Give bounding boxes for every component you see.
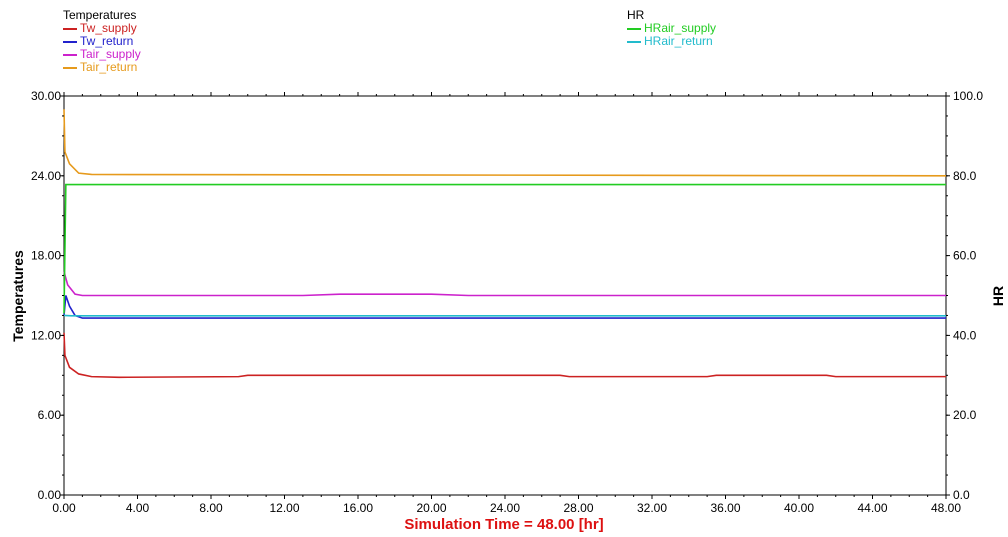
legend-temperatures: Temperatures Tw_supply Tw_return Tair_supp…: [63, 9, 141, 74]
left-tick-label: 30.00: [31, 89, 61, 103]
series-line-tair-supply: [63, 271, 946, 297]
x-tick-label: 0.00: [52, 501, 76, 515]
right-axis-title: HR: [990, 286, 1006, 306]
legend-swatch: [63, 40, 77, 43]
legend-entry: Tair_supply: [63, 48, 141, 61]
legend-entry: HRair_supply: [627, 22, 716, 35]
right-tick-label: 100.0: [953, 89, 983, 103]
legend-swatch: [63, 27, 77, 30]
right-axis: 0.0 20.0 40.0 60.0 80.0 100.0: [946, 89, 983, 502]
x-tick-label: 24.00: [490, 501, 520, 515]
x-tick-label: 32.00: [637, 501, 667, 515]
left-tick-label: 18.00: [31, 249, 61, 263]
right-tick-label: 20.0: [953, 408, 977, 422]
series-line-tair-return: [63, 109, 947, 177]
x-tick-label: 40.00: [784, 501, 814, 515]
series-line-tw-supply: [63, 332, 946, 379]
right-tick-label: 60.0: [953, 249, 977, 263]
series-line-tw-return: [63, 295, 946, 319]
x-axis: 0.00 4.00 8.00 12.00 16.00 20.00 24.00 28.00 32.…: [52, 92, 961, 515]
series-line-hrair-supply: [63, 183, 946, 314]
x-tick-label: 16.00: [343, 501, 373, 515]
x-tick-label: 36.00: [710, 501, 740, 515]
left-tick-label: 12.00: [31, 328, 61, 342]
left-tick-label: 6.00: [38, 408, 62, 422]
legend-hr: HR HRair_supply HRair_return: [627, 9, 716, 48]
right-tick-label: 80.0: [953, 169, 977, 183]
legend-swatch: [63, 53, 77, 56]
legend-label: Tair_return: [80, 60, 138, 74]
legend-label: Tw_supply: [80, 21, 137, 35]
series-layer: [63, 109, 947, 379]
legend-swatch: [627, 40, 641, 43]
x-tick-label: 48.00: [931, 501, 961, 515]
legend-title: HR: [627, 8, 645, 22]
legend-title: Temperatures: [63, 8, 137, 22]
left-tick-label: 0.00: [38, 488, 62, 502]
legend-label: Tw_return: [80, 34, 134, 48]
x-tick-label: 4.00: [126, 501, 150, 515]
legend-entry: Tair_return: [63, 61, 141, 74]
right-tick-label: 0.0: [953, 488, 970, 502]
left-tick-label: 24.00: [31, 169, 61, 183]
legend-entry: Tw_supply: [63, 22, 141, 35]
x-tick-label: 20.00: [416, 501, 446, 515]
x-tick-label: 44.00: [857, 501, 887, 515]
legend-label: Tair_supply: [80, 47, 141, 61]
legend-swatch: [627, 27, 641, 30]
x-tick-label: 8.00: [199, 501, 223, 515]
legend-entry: HRair_return: [627, 35, 716, 48]
right-tick-label: 40.0: [953, 328, 977, 342]
left-axis-title: Temperatures: [10, 250, 26, 342]
left-axis: 0.00 6.00 12.00 18.00 24.00 30.00: [31, 89, 64, 502]
x-tick-label: 28.00: [563, 501, 593, 515]
legend-label: HRair_return: [644, 34, 713, 48]
x-tick-label: 12.00: [269, 501, 299, 515]
legend-swatch: [63, 66, 77, 69]
legend-entry: Tw_return: [63, 35, 141, 48]
legend-label: HRair_supply: [644, 21, 717, 35]
x-axis-title: Simulation Time = 48.00 [hr]: [404, 516, 604, 533]
